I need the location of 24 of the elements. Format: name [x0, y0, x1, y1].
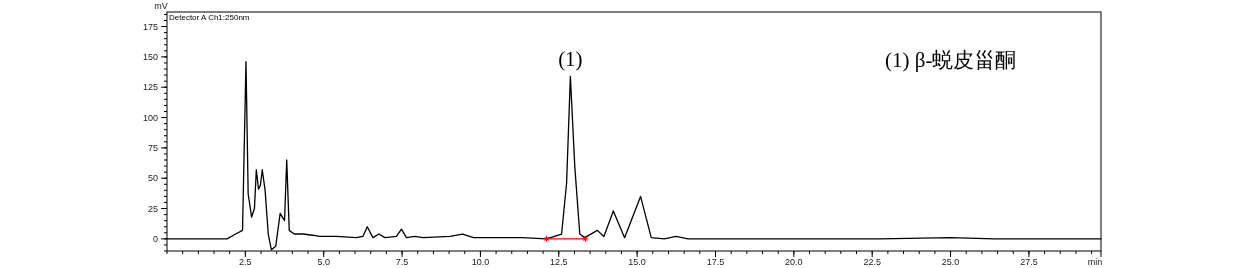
y-tick-label: 50	[147, 173, 158, 184]
x-tick-label: 15.0	[628, 257, 646, 267]
x-axis-title: min	[1087, 257, 1103, 267]
y-tick-label: 0	[152, 233, 158, 244]
y-tick-label: 150	[142, 51, 158, 62]
y-tick-label: 100	[142, 112, 158, 123]
x-tick-label: 2.5	[239, 257, 252, 267]
x-tick-label: 10.0	[471, 257, 490, 267]
y-tick-label: 175	[142, 21, 158, 32]
x-tick-label: 12.5	[550, 257, 568, 267]
y-tick-label: 75	[147, 142, 158, 153]
y-tick-label: 25	[147, 203, 158, 214]
y-tick-label: 125	[142, 82, 158, 93]
x-tick-label: 5.0	[317, 257, 330, 267]
x-tick-label: 22.5	[863, 257, 881, 267]
annotation: Detector A Ch1:250nm	[169, 13, 250, 22]
annotation: (1)	[558, 47, 583, 72]
x-tick-label: 7.5	[395, 257, 409, 267]
y-axis-title: mV	[154, 1, 168, 11]
x-tick-label: 17.5	[706, 257, 725, 267]
annotation: (1) β-蜕皮甾酮	[885, 48, 1017, 72]
x-tick-label: 27.5	[1020, 257, 1038, 267]
x-tick-label: 20.0	[785, 257, 803, 267]
x-tick-label: 25.0	[941, 257, 960, 267]
